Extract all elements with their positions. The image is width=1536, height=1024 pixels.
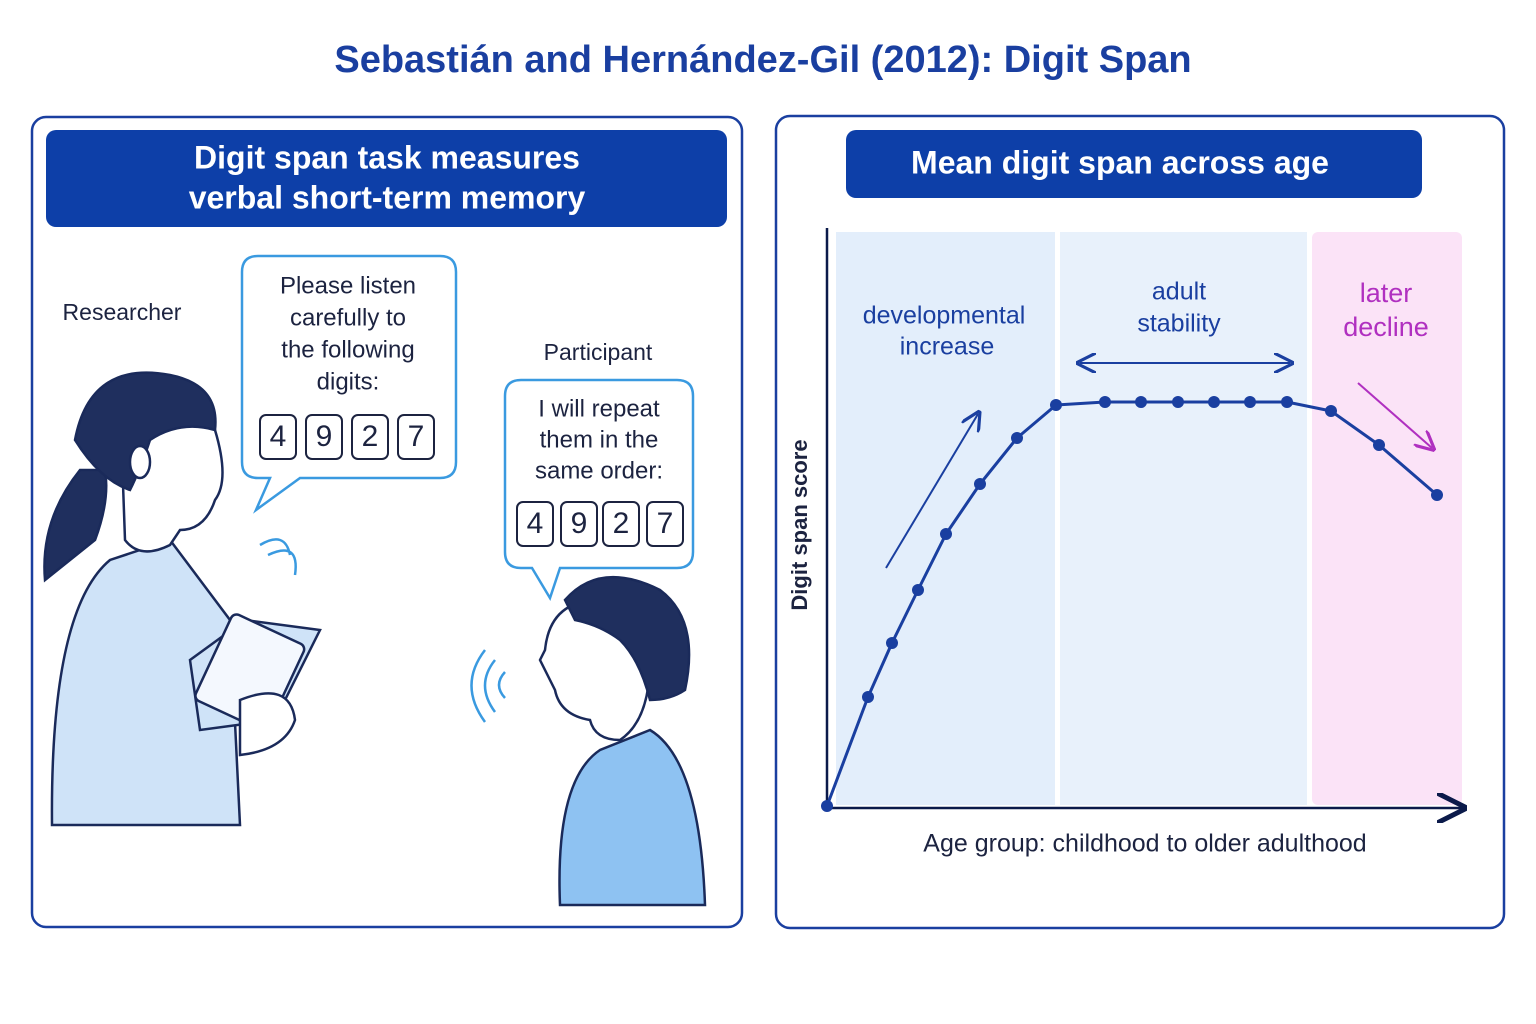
participant-figure [470,575,707,907]
digit: 9 [316,420,333,453]
region-band [1060,232,1307,805]
bubble-text: them in the [540,426,659,453]
digit-box [516,501,554,547]
region-band [836,232,1055,805]
digit: 7 [657,507,674,540]
region-band [1312,232,1462,805]
curve-dot [1099,396,1111,408]
left-heading: Digit span task measures [194,139,580,175]
right-heading: Mean digit span across age [911,144,1329,180]
researcher-label: Researcher [63,299,182,325]
bubble-text: carefully to [290,304,406,331]
y-axis-label: Digit span score [787,439,812,610]
trend-arrow [885,414,978,569]
digit-box [351,414,389,460]
curve-dot [1431,489,1443,501]
curve-dot [1244,396,1256,408]
region-label: developmental [863,302,1026,330]
curve-dot [912,584,924,596]
bubble-text: digits: [317,368,380,395]
curve-dot [974,478,986,490]
curve-dot [1325,405,1337,417]
bubble-text: the following [281,336,414,363]
digit: 2 [613,507,630,540]
digit: 9 [571,507,588,540]
bubble-text: I will repeat [538,395,660,422]
bubble-text: Please listen [280,272,416,299]
curve-dot [821,800,833,812]
digit: 2 [362,420,379,453]
page-title: Sebastián and Hernández-Gil (2012): Digi… [334,39,1191,81]
digit: 7 [408,420,425,453]
bubble-text: same order: [535,457,663,484]
digit: 4 [270,420,287,453]
curve-dot [1011,432,1023,444]
region-label: increase [900,333,995,361]
curve-dot [1281,396,1293,408]
digit-box [305,414,343,460]
participant-label: Participant [544,339,653,365]
region-label: decline [1343,312,1429,342]
digit-box [560,501,598,547]
curve-dot [1172,396,1184,408]
region-label: later [1360,278,1413,308]
curve-dot [1050,399,1062,411]
curve-dot [1373,439,1385,451]
digit: 4 [527,507,544,540]
digit-box [602,501,640,547]
left-heading-box [46,130,727,227]
curve-group [821,396,1443,812]
region-label: stability [1137,310,1221,338]
digit-box [646,501,684,547]
digit-box [259,414,297,460]
digit-box [397,414,435,460]
researcher-figure [43,371,322,827]
curve-dot [886,637,898,649]
curve-dot [1135,396,1147,408]
left-heading: verbal short-term memory [189,179,586,215]
trend-arrow [1357,382,1432,448]
region-label: adult [1152,278,1206,306]
x-axis-label: Age group: childhood to older adulthood [923,830,1366,858]
curve-dot [940,528,952,540]
curve-dot [1208,396,1220,408]
right-heading-box [846,130,1422,198]
curve-dot [862,691,874,703]
